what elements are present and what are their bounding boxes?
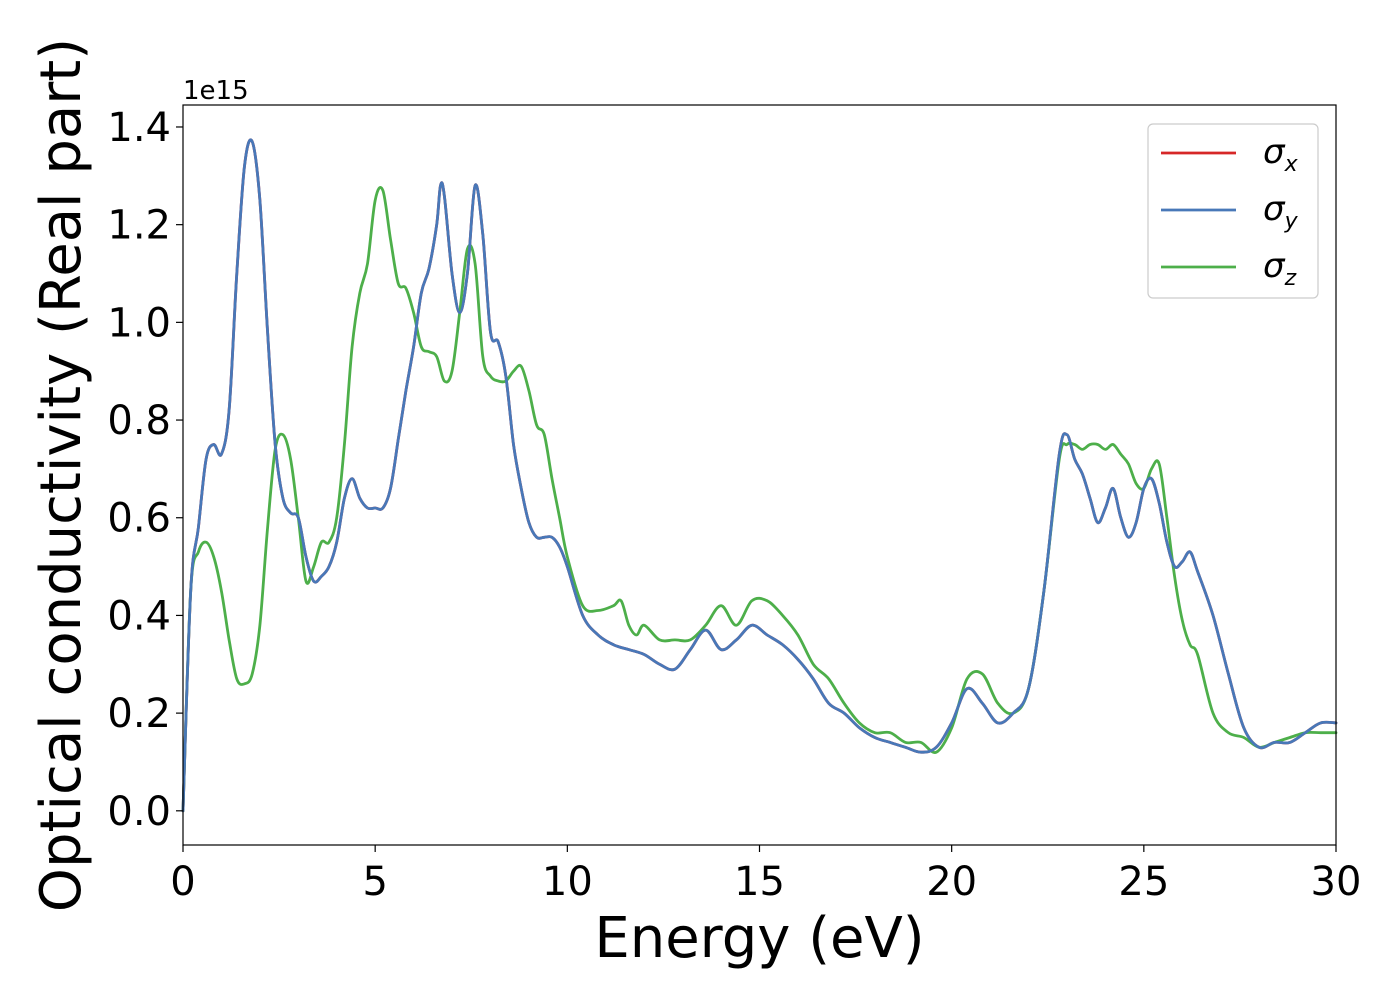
y-tick-label: 0.4	[107, 593, 171, 639]
x-tick-label: 10	[542, 859, 593, 905]
legend-label-sigma-y: σy	[1263, 189, 1299, 234]
x-tick-label: 25	[1118, 859, 1169, 905]
y-tick-label: 0.2	[107, 691, 171, 737]
y-axis-ticks: 0.0 0.2 0.4 0.6 0.8 1.0 1.2 1.4	[107, 105, 183, 835]
x-tick-label: 0	[170, 859, 195, 905]
x-axis-label: Energy (eV)	[594, 906, 924, 971]
y-tick-label: 0.6	[107, 496, 171, 542]
x-tick-label: 15	[734, 859, 785, 905]
legend: σx σy σz	[1147, 123, 1319, 299]
y-tick-label: 0.0	[107, 789, 171, 835]
y-tick-label: 1.2	[107, 203, 171, 249]
x-tick-label: 5	[362, 859, 387, 905]
series-layer	[181, 138, 1338, 813]
series-line-sigma-z	[181, 186, 1338, 813]
y-tick-label: 0.8	[107, 398, 171, 444]
y-offset-label: 1e15	[183, 76, 249, 106]
x-tick-label: 30	[1311, 859, 1362, 905]
y-tick-label: 1.0	[107, 300, 171, 346]
legend-items: σx σy σz	[1161, 132, 1299, 291]
x-axis-ticks: 0 5 10 15 20 25 30	[170, 845, 1361, 905]
series-line-sigma-y	[181, 138, 1338, 813]
legend-label-sigma-z: σz	[1263, 246, 1297, 291]
legend-label-sigma-x: σx	[1263, 132, 1299, 177]
y-tick-label: 1.4	[107, 105, 171, 151]
x-tick-label: 20	[926, 859, 977, 905]
y-axis-label: Optical conductivity (Real part)	[29, 38, 94, 912]
